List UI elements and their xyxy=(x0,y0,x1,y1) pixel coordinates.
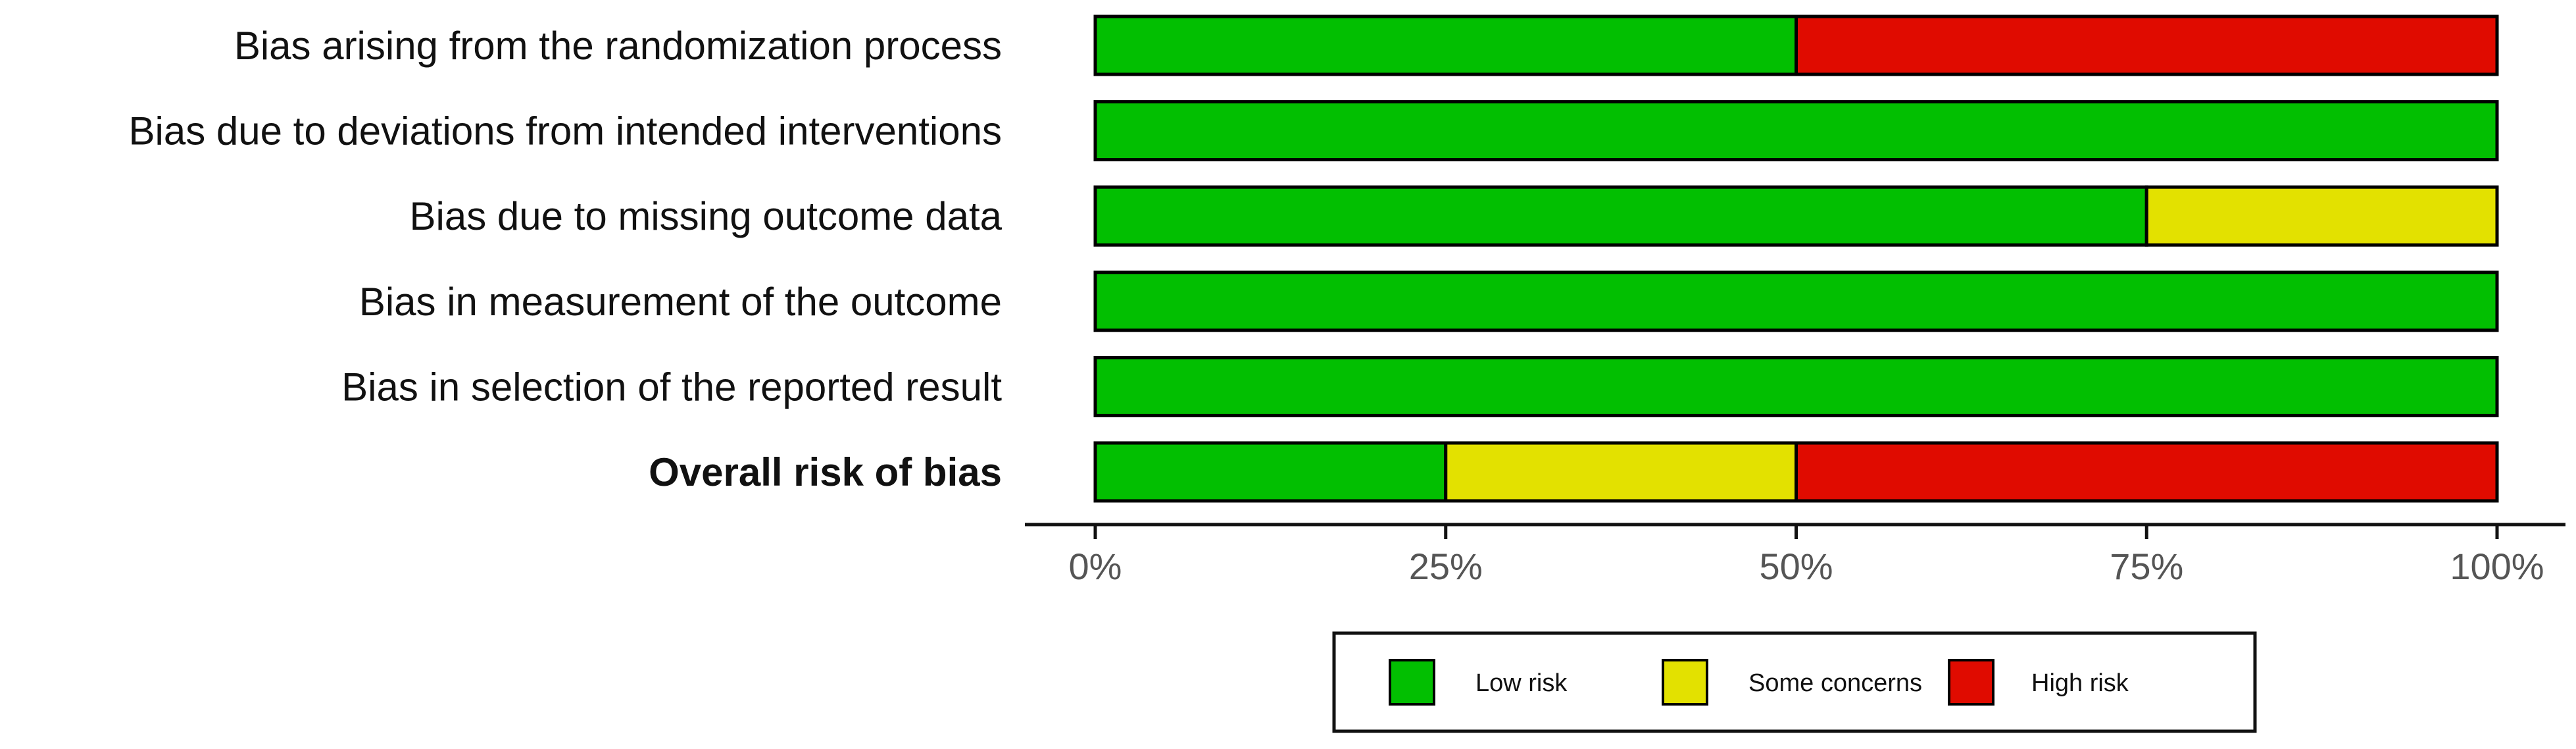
category-label-bias-due-to-missing-outcome-data: Bias due to missing outcome data xyxy=(410,194,1003,238)
category-label-overall-risk-of-bias: Overall risk of bias xyxy=(649,450,1002,494)
x-axis: 0% 25% 50% 75% 100% xyxy=(1025,523,2565,587)
bar-bias-due-to-missing-outcome-data-some-concerns xyxy=(2144,185,2499,247)
x-tick-label-0: 0% xyxy=(1069,546,1122,587)
bar-overall-risk-of-bias-high-risk xyxy=(1795,441,2499,503)
bar-bias-due-to-deviations-from-intended-interventions-low-risk xyxy=(1093,100,2499,162)
category-label-bias-due-to-deviations-from-intended-interventions: Bias due to deviations from intended int… xyxy=(129,109,1002,153)
category-labels: Bias arising from the randomization proc… xyxy=(129,24,1003,494)
x-tick-label-100: 100% xyxy=(2450,546,2544,587)
category-label-bias-in-measurement-of-the-outcome: Bias in measurement of the outcome xyxy=(359,280,1002,324)
legend-key-low-risk xyxy=(1389,659,1435,706)
x-tick-label-75: 75% xyxy=(2110,546,2183,587)
x-tick-label-50: 50% xyxy=(1759,546,1833,587)
category-label-bias-arising-from-the-randomization-process: Bias arising from the randomization proc… xyxy=(234,24,1002,68)
bar-bias-in-selection-of-the-reported-result-low-risk xyxy=(1093,355,2499,417)
bar-bias-in-measurement-of-the-outcome-low-risk xyxy=(1093,271,2499,332)
legend-box xyxy=(1332,631,2257,733)
category-label-bias-in-selection-of-the-reported-result: Bias in selection of the reported result xyxy=(341,365,1002,409)
bar-bias-due-to-missing-outcome-data-low-risk xyxy=(1093,185,2148,247)
legend-label-some-concerns: Some concerns xyxy=(1748,669,1922,697)
x-tick-label-25: 25% xyxy=(1409,546,1483,587)
legend-label-high-risk: High risk xyxy=(2031,669,2129,697)
bars-layer xyxy=(1093,14,2499,503)
legend: Low risk Some concerns High risk xyxy=(1332,631,2257,733)
bar-bias-arising-from-the-randomization-process-low-risk xyxy=(1093,14,1798,76)
legend-key-high-risk xyxy=(1948,659,1994,706)
bar-bias-arising-from-the-randomization-process-high-risk xyxy=(1795,14,2499,76)
legend-label-low-risk: Low risk xyxy=(1475,669,1568,697)
legend-key-some-concerns xyxy=(1662,659,1708,706)
bar-overall-risk-of-bias-low-risk xyxy=(1093,441,1448,503)
bar-overall-risk-of-bias-some-concerns xyxy=(1444,441,1798,503)
